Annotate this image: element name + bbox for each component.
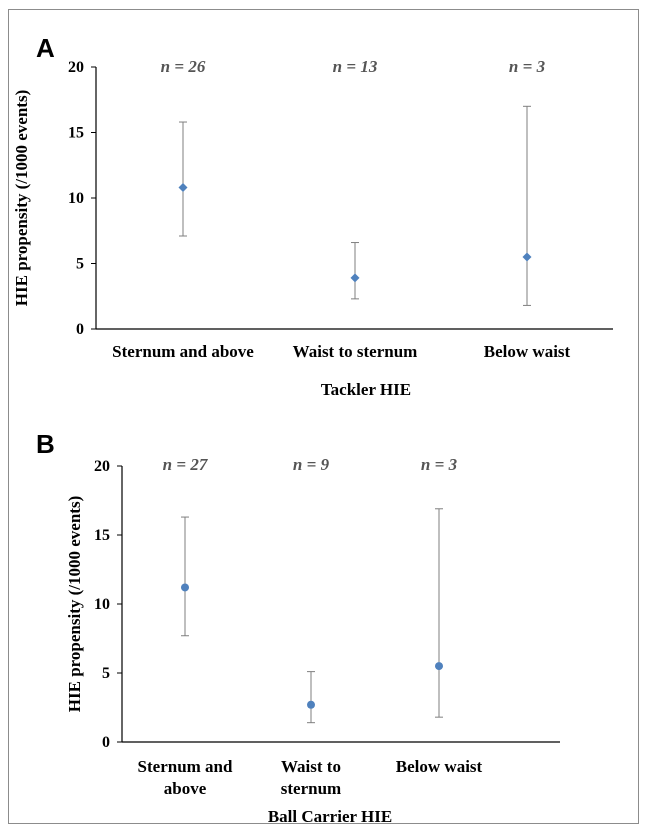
y-tick-label: 10 <box>94 596 110 613</box>
y-axis-title: HIE propensity (/1000 events) <box>12 90 31 306</box>
y-tick-label: 0 <box>76 321 84 338</box>
x-category-label: Below waist <box>484 342 571 361</box>
x-category-label: Below waist <box>396 757 483 776</box>
chart-panel-b: B 0 5 10 15 20 HIE propensity (/1000 events) Ba… <box>36 429 560 826</box>
y-tick-label: 5 <box>76 256 84 273</box>
data-point <box>350 273 360 283</box>
sample-size-label: n = 9 <box>293 455 330 474</box>
x-category-label: sternum <box>281 779 341 798</box>
y-tick-label: 20 <box>94 458 110 475</box>
y-tick-label: 20 <box>68 59 84 76</box>
y-tick-label: 10 <box>68 190 84 207</box>
panel-letter: A <box>36 33 55 63</box>
sample-size-label: n = 13 <box>333 57 378 76</box>
y-axis-title: HIE propensity (/1000 events) <box>65 496 84 712</box>
sample-size-label: n = 26 <box>161 57 206 76</box>
x-category-label: Sternum and <box>138 757 233 776</box>
y-tick-label: 0 <box>102 734 110 751</box>
x-category-label: above <box>164 779 207 798</box>
x-axis-title: Ball Carrier HIE <box>268 807 392 826</box>
y-tick-label: 15 <box>94 527 110 544</box>
data-point <box>307 700 315 709</box>
y-tick-label: 15 <box>68 125 84 142</box>
data-point <box>522 252 532 262</box>
sample-size-label: n = 3 <box>421 455 458 474</box>
data-point <box>435 662 443 671</box>
sample-size-label: n = 27 <box>163 455 209 474</box>
panel-letter: B <box>36 429 55 459</box>
chart-panel-a: A 0 5 10 15 20 HIE propensity (/1000 events) Ta… <box>12 33 613 399</box>
x-axis-title: Tackler HIE <box>321 380 411 399</box>
data-point <box>181 583 189 592</box>
sample-size-label: n = 3 <box>509 57 546 76</box>
x-category-label: Waist to <box>281 757 341 776</box>
data-point <box>178 183 188 193</box>
figure-frame <box>8 9 639 824</box>
y-tick-label: 5 <box>102 665 110 682</box>
x-category-label: Waist to sternum <box>293 342 418 361</box>
x-category-label: Sternum and above <box>112 342 254 361</box>
